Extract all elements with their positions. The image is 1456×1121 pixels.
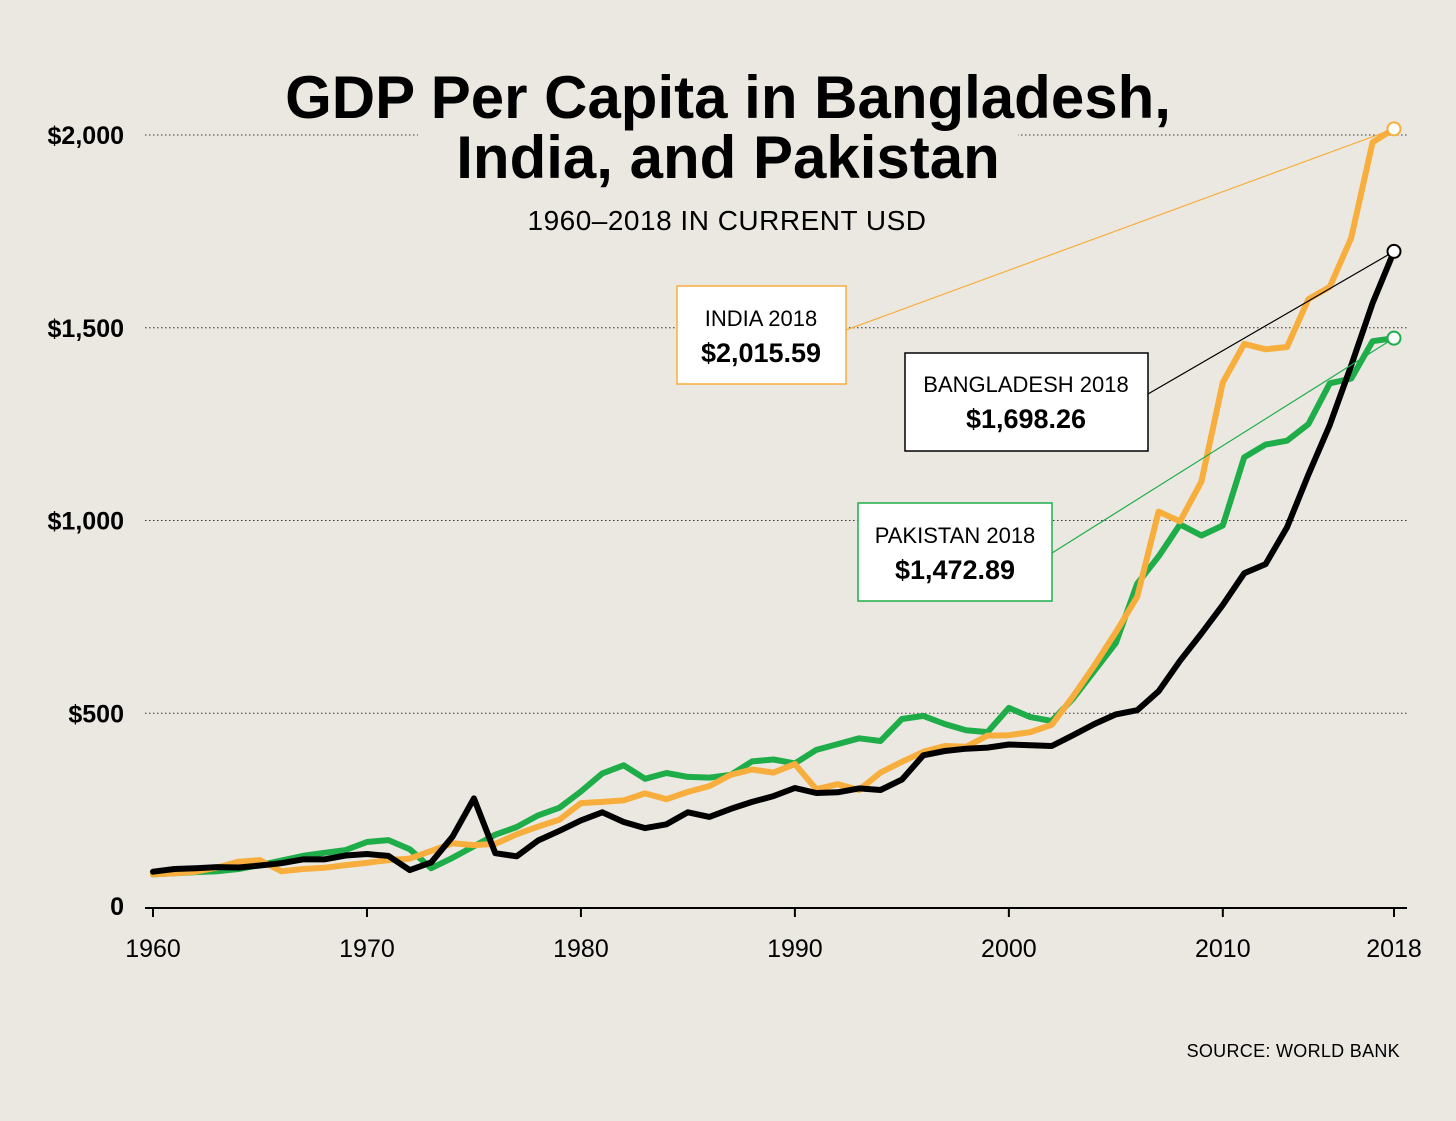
x-axis-ticks: 1960 1970 1980 1990 2000 2010 2018 [125, 908, 1422, 963]
y-tick-label-0: 0 [110, 893, 124, 921]
india-callout-box [676, 285, 847, 385]
pakistan-end-marker [1386, 330, 1402, 346]
bangladesh-series-line [150, 248, 1397, 875]
x-tick-label-1980: 1980 [553, 935, 609, 963]
bangladesh-callout-value: $1,698.26 [966, 404, 1086, 434]
x-tick-label-2010: 2010 [1195, 935, 1251, 963]
y-tick-label-2000: $2,000 [48, 122, 124, 150]
chart-title-line-1: GDP Per Capita in Bangladesh, [285, 64, 1171, 131]
bangladesh-callout: BANGLADESH 2018 $1,698.26 [904, 352, 1149, 452]
pakistan-callout-box [857, 502, 1053, 602]
pakistan-callout-label: PAKISTAN 2018 [875, 523, 1036, 548]
series-end-markers [1386, 121, 1402, 346]
india-callout: INDIA 2018 $2,015.59 [676, 285, 847, 385]
india-callout-label: INDIA 2018 [705, 306, 818, 331]
india-end-marker [1386, 121, 1402, 137]
x-tick-label-2018: 2018 [1366, 935, 1422, 963]
india-callout-value: $2,015.59 [701, 338, 821, 368]
x-tick-label-1970: 1970 [339, 935, 395, 963]
y-axis-tick-labels: 0 $500 $1,000 $1,500 $2,000 [48, 122, 124, 921]
y-tick-label-500: $500 [68, 700, 124, 728]
callout-connectors [845, 128, 1395, 554]
x-tick-label-1990: 1990 [767, 935, 823, 963]
bangladesh-callout-connector [1147, 250, 1395, 395]
chart-subtitle: 1960–2018 IN CURRENT USD [528, 205, 927, 236]
y-tick-label-1500: $1,500 [48, 315, 124, 343]
y-tick-label-1000: $1,000 [48, 508, 124, 536]
bangladesh-callout-box [904, 352, 1149, 452]
pakistan-callout-connector [1051, 337, 1395, 554]
bangladesh-callout-label: BANGLADESH 2018 [923, 372, 1128, 397]
source-note: SOURCE: WORLD BANK [1187, 1041, 1400, 1061]
pakistan-series-line [150, 335, 1397, 878]
x-tick-label-2000: 2000 [981, 935, 1037, 963]
pakistan-callout-value: $1,472.89 [895, 555, 1015, 585]
bangladesh-end-marker [1386, 243, 1402, 259]
x-tick-label-1960: 1960 [125, 935, 181, 963]
series-lines [150, 125, 1397, 878]
india-series-line [150, 125, 1397, 878]
pakistan-callout: PAKISTAN 2018 $1,472.89 [857, 502, 1053, 602]
chart-title-line-2: India, and Pakistan [456, 124, 1000, 191]
title-background [418, 62, 1018, 192]
india-callout-connector [845, 128, 1395, 331]
